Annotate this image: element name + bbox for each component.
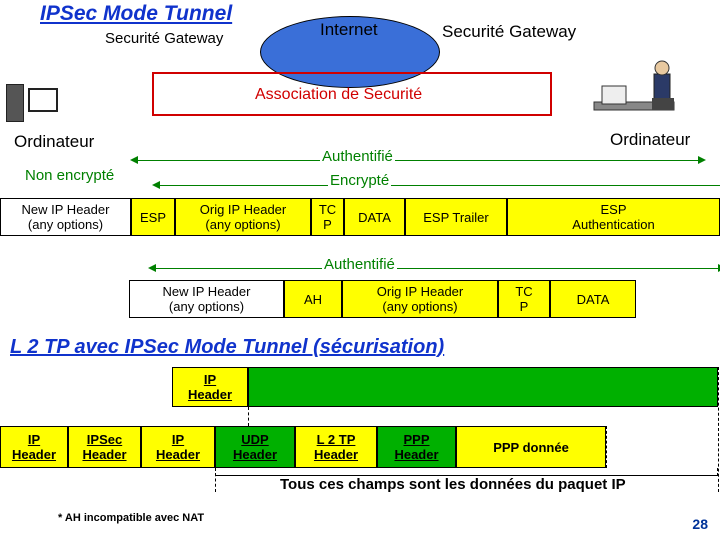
packet-cell: IPHeader: [0, 426, 68, 468]
packet-cell: AH: [284, 280, 342, 318]
person-right-icon: [592, 54, 702, 128]
label-internet: Internet: [320, 20, 378, 40]
page-number: 28: [692, 516, 708, 532]
label-non-encrypte: Non encrypté: [25, 167, 114, 184]
packet-cell: ESPAuthentication: [507, 198, 720, 236]
label-encrypte: Encrypté: [328, 172, 391, 189]
packet-cell: Orig IP Header(any options): [342, 280, 498, 318]
bracket-line: [215, 468, 718, 476]
label-footer: Tous ces champs sont les données du paqu…: [280, 476, 626, 493]
label-ordinateur-right: Ordinateur: [610, 130, 690, 150]
label-gateway-left: Securité Gateway: [105, 30, 223, 47]
packet-cell: TCP: [311, 198, 344, 236]
computer-left: [6, 78, 66, 126]
arrow-authentifie-top: [138, 160, 698, 161]
vdash: [606, 426, 607, 468]
arrow-encrypte: [160, 185, 720, 186]
vdash: [215, 468, 216, 492]
packet-cell: IPHeader: [172, 367, 248, 407]
packet-cell: New IP Header(any options): [0, 198, 131, 236]
packet-cell: PPP donnée: [456, 426, 606, 468]
packet-cell: ESP: [131, 198, 175, 236]
vdash: [718, 367, 719, 492]
label-gateway-right: Securité Gateway: [442, 22, 576, 42]
packet-cell: TCP: [498, 280, 550, 318]
packet-cell: DATA: [344, 198, 405, 236]
packet-cell: New IP Header(any options): [129, 280, 284, 318]
vdash: [248, 407, 249, 426]
packet-cell: UDPHeader: [215, 426, 295, 468]
packet-cell: ESP Trailer: [405, 198, 507, 236]
packet-cell: Orig IP Header(any options): [175, 198, 311, 236]
packet-cell: DATA: [550, 280, 636, 318]
arrow-authentifie-mid: [156, 268, 718, 269]
footnote: * AH incompatible avec NAT: [58, 512, 204, 524]
label-ordinateur-left: Ordinateur: [14, 132, 94, 152]
packet-cell: [248, 367, 718, 407]
title-l2tp: L 2 TP avec IPSec Mode Tunnel (sécurisat…: [10, 336, 444, 359]
packet-cell: PPPHeader: [377, 426, 456, 468]
label-association: Association de Securité: [255, 86, 422, 104]
label-authentifie-mid: Authentifié: [322, 256, 397, 273]
packet-cell: L 2 TPHeader: [295, 426, 377, 468]
packet-cell: IPHeader: [141, 426, 215, 468]
label-authentifie-top: Authentifié: [320, 148, 395, 165]
title-ipsec: IPSec Mode Tunnel: [40, 2, 232, 26]
packet-cell: IPSecHeader: [68, 426, 141, 468]
